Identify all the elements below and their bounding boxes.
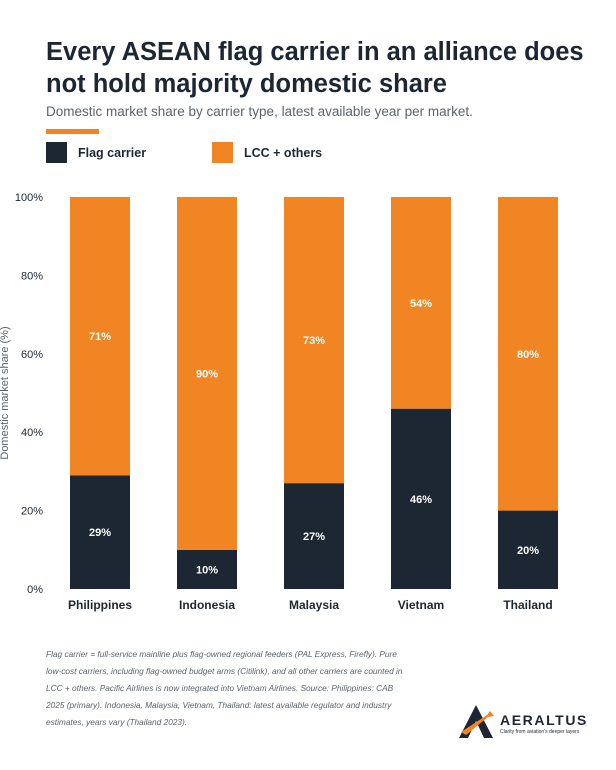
chart-title: Every ASEAN flag carrier in an alliance … [46, 38, 584, 98]
legend-label-lcc-others: LCC + others [244, 145, 323, 160]
x-tick-label-philippines: Philippines [68, 598, 132, 612]
y-tick-label: 100% [15, 192, 43, 204]
data-label-lcc-others-malaysia: 73% [303, 335, 325, 347]
y-tick-label: 20% [21, 506, 43, 518]
bar-lcc-others-vietnam [391, 197, 451, 409]
x-tick-label-indonesia: Indonesia [179, 598, 235, 612]
y-tick-label: 0% [27, 584, 43, 596]
stacked-bar-chart: 0% 20% 40% 60% 80% 100% Domestic market share … [0, 192, 558, 612]
logo-tagline: Clarity from aviation's deeper layers [500, 729, 580, 735]
data-label-lcc-others-indonesia: 90% [196, 368, 218, 380]
logo-mark-icon [459, 705, 494, 738]
x-tick-label-thailand: Thailand [503, 598, 552, 612]
data-label-flag-carrier-indonesia: 10% [196, 564, 218, 576]
bar-flag-carrier-thailand [498, 510, 558, 589]
chart-subtitle: Domestic market share by carrier type, l… [46, 104, 473, 119]
bar-lcc-others-philippines [70, 197, 130, 476]
data-label-flag-carrier-vietnam: 46% [410, 494, 432, 506]
bar-lcc-others-malaysia [284, 197, 344, 484]
y-tick-label: 80% [21, 270, 43, 282]
data-label-lcc-others-thailand: 80% [517, 349, 539, 361]
legend-label-flag-carrier: Flag carrier [78, 145, 147, 160]
bar-flag-carrier-indonesia [177, 549, 237, 589]
y-axis-label: Domestic market share (%) [0, 326, 11, 459]
data-label-lcc-others-vietnam: 54% [410, 298, 432, 310]
legend-item-lcc-others: LCC + others [212, 142, 322, 163]
data-label-flag-carrier-thailand: 20% [517, 545, 539, 557]
footnote: Flag carrier = full-service mainline plu… [46, 649, 403, 727]
y-tick-label: 40% [21, 427, 43, 439]
aeraltus-logo: AERALTUS Clarity from aviation's deeper … [457, 702, 597, 742]
legend-swatch-flag-carrier [46, 142, 67, 163]
legend-swatch-lcc-others [212, 142, 233, 163]
logo-wordmark: AERALTUS [500, 712, 588, 728]
legend-item-flag-carrier: Flag carrier [46, 142, 146, 163]
data-label-flag-carrier-malaysia: 27% [303, 531, 325, 543]
y-tick-label: 60% [21, 349, 43, 361]
data-label-lcc-others-philippines: 71% [89, 331, 111, 343]
bar-lcc-others-indonesia [177, 197, 237, 550]
x-tick-label-vietnam: Vietnam [398, 598, 444, 612]
accent-bar [46, 129, 99, 134]
bar-flag-carrier-philippines [70, 475, 130, 589]
data-label-flag-carrier-philippines: 29% [89, 527, 111, 539]
x-tick-label-malaysia: Malaysia [289, 598, 339, 612]
bar-lcc-others-thailand [498, 197, 558, 511]
bar-flag-carrier-vietnam [391, 408, 451, 589]
bar-flag-carrier-malaysia [284, 483, 344, 589]
